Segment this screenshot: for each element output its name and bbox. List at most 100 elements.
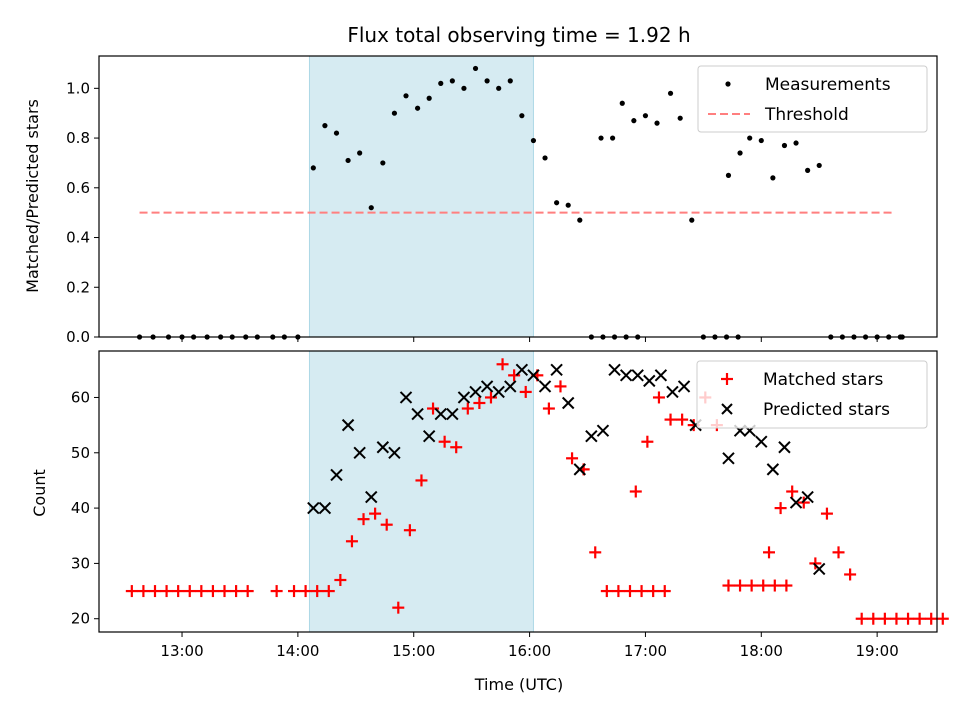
measurement-point: [619, 100, 625, 106]
measurement-point: [758, 137, 764, 144]
matched-stars-point: [589, 546, 602, 559]
predicted-stars-point: [353, 446, 366, 459]
matched-stars-point: [508, 369, 521, 382]
predicted-stars-point: [330, 468, 343, 482]
bottom-legend-box: [696, 360, 928, 429]
measurement-point: [677, 115, 683, 121]
matched-stars-point: [519, 385, 532, 398]
measurement-point: [598, 135, 604, 141]
predicted-stars-point: [755, 435, 768, 448]
measurement-point: [542, 155, 548, 161]
predicted-stars-point: [778, 441, 791, 454]
measurement-point: [565, 202, 571, 208]
chart-title: Flux total observing time = 1.92 h: [347, 23, 690, 47]
matched-stars-point: [676, 413, 689, 426]
predicted-stars-point: [307, 501, 320, 515]
measurement-point: [577, 217, 583, 223]
x-tick-label: 18:00: [740, 642, 783, 660]
bottom-y-tick-label: 40: [71, 499, 90, 517]
matched-stars-point: [438, 435, 451, 448]
measurement-point: [781, 142, 788, 149]
measurement-point: [667, 90, 674, 96]
predicted-stars-point: [376, 441, 390, 454]
matched-stars-point: [270, 585, 283, 598]
top-legend-box: [697, 65, 928, 133]
matched-stars-point: [230, 585, 243, 598]
x-tick-label: 19:00: [856, 642, 899, 660]
measurement-point: [357, 150, 363, 156]
bottom-panel: 20 30 40 50 60 13:00 14:00 15:00 16:00 17:00 18:0…: [30, 350, 949, 694]
matched-stars-point: [768, 579, 781, 592]
measurement-point: [654, 120, 660, 126]
matched-stars-point: [757, 579, 770, 592]
measurement-point: [642, 113, 649, 119]
matched-stars-point: [311, 585, 324, 598]
measurement-point: [631, 118, 637, 124]
matched-stars-point: [734, 579, 747, 592]
predicted-stars-point: [411, 407, 424, 421]
predicted-stars-point: [619, 369, 633, 382]
top-panel: 0.0 0.2 0.4 0.6 0.8 1.0 Matched/Predicted sta…: [23, 55, 938, 346]
measurement-point: [461, 85, 467, 91]
observing-window-shade: [308, 55, 534, 338]
matched-stars-point: [183, 585, 196, 598]
measurement-point: [322, 123, 328, 129]
predicted-stars-point: [722, 452, 735, 465]
measurement-point: [770, 175, 776, 181]
matched-stars-point: [172, 585, 185, 598]
matched-stars-point: [936, 612, 949, 625]
measurement-point: [610, 135, 616, 141]
legend-marker-predicted: [721, 403, 733, 415]
matched-stars-point: [722, 579, 735, 592]
predicted-stars-point: [538, 380, 552, 393]
measurement-point: [472, 65, 479, 72]
measurement-point: [333, 130, 340, 136]
matched-stars-point: [450, 441, 463, 454]
matched-stars-point: [241, 585, 254, 598]
predicted-stars-point: [666, 385, 679, 399]
matched-stars-point: [427, 402, 440, 415]
measurement-point: [689, 217, 695, 223]
x-axis-label: Time (UTC): [474, 675, 563, 694]
matched-stars-point: [635, 585, 648, 598]
legend-marker-measurements: [725, 81, 731, 87]
x-tick-label: 15:00: [392, 642, 435, 660]
matched-stars-point: [125, 585, 138, 598]
matched-stars-point: [160, 585, 173, 598]
matched-stars-point: [658, 585, 671, 598]
measurement-point: [793, 140, 799, 146]
predicted-stars-point: [515, 363, 529, 377]
x-tick-label: 16:00: [508, 642, 551, 660]
predicted-stars-point: [608, 363, 621, 377]
matched-stars-point: [780, 579, 793, 592]
top-y-tick-label: 0.8: [66, 129, 90, 147]
bottom-y-tick-label: 60: [71, 388, 90, 406]
top-y-axis-label: Matched/Predicted stars: [23, 99, 42, 293]
matched-stars-point: [218, 585, 231, 598]
measurement-point: [345, 157, 351, 164]
top-y-tick-label: 1.0: [66, 79, 90, 97]
legend-marker-matched: [721, 373, 733, 385]
measurement-point: [519, 113, 525, 119]
measurement-point: [414, 105, 421, 111]
measurement-point: [737, 150, 743, 156]
predicted-stars-point: [388, 446, 401, 459]
measurement-point: [426, 95, 432, 101]
matched-stars-point: [832, 546, 845, 559]
top-y-tick-label: 0.2: [66, 278, 90, 296]
matched-stars-point: [566, 452, 579, 465]
top-y-tick-label: 0.4: [66, 229, 90, 247]
predicted-stars-point: [596, 424, 610, 437]
top-panel-frame: [98, 55, 938, 338]
matched-stars-point: [763, 546, 776, 559]
matched-stars-point: [345, 535, 358, 548]
legend-label-measurements: Measurements: [765, 75, 891, 95]
legend-label-matched: Matched stars: [763, 370, 883, 390]
matched-stars-point: [652, 391, 665, 404]
predicted-stars-point: [789, 496, 803, 509]
bottom-legend: Matched stars Predicted stars: [696, 360, 928, 429]
measurement-point: [310, 165, 316, 171]
measurement-point: [507, 78, 513, 84]
matched-stars-point: [890, 612, 903, 625]
matched-stars-point: [137, 585, 150, 598]
